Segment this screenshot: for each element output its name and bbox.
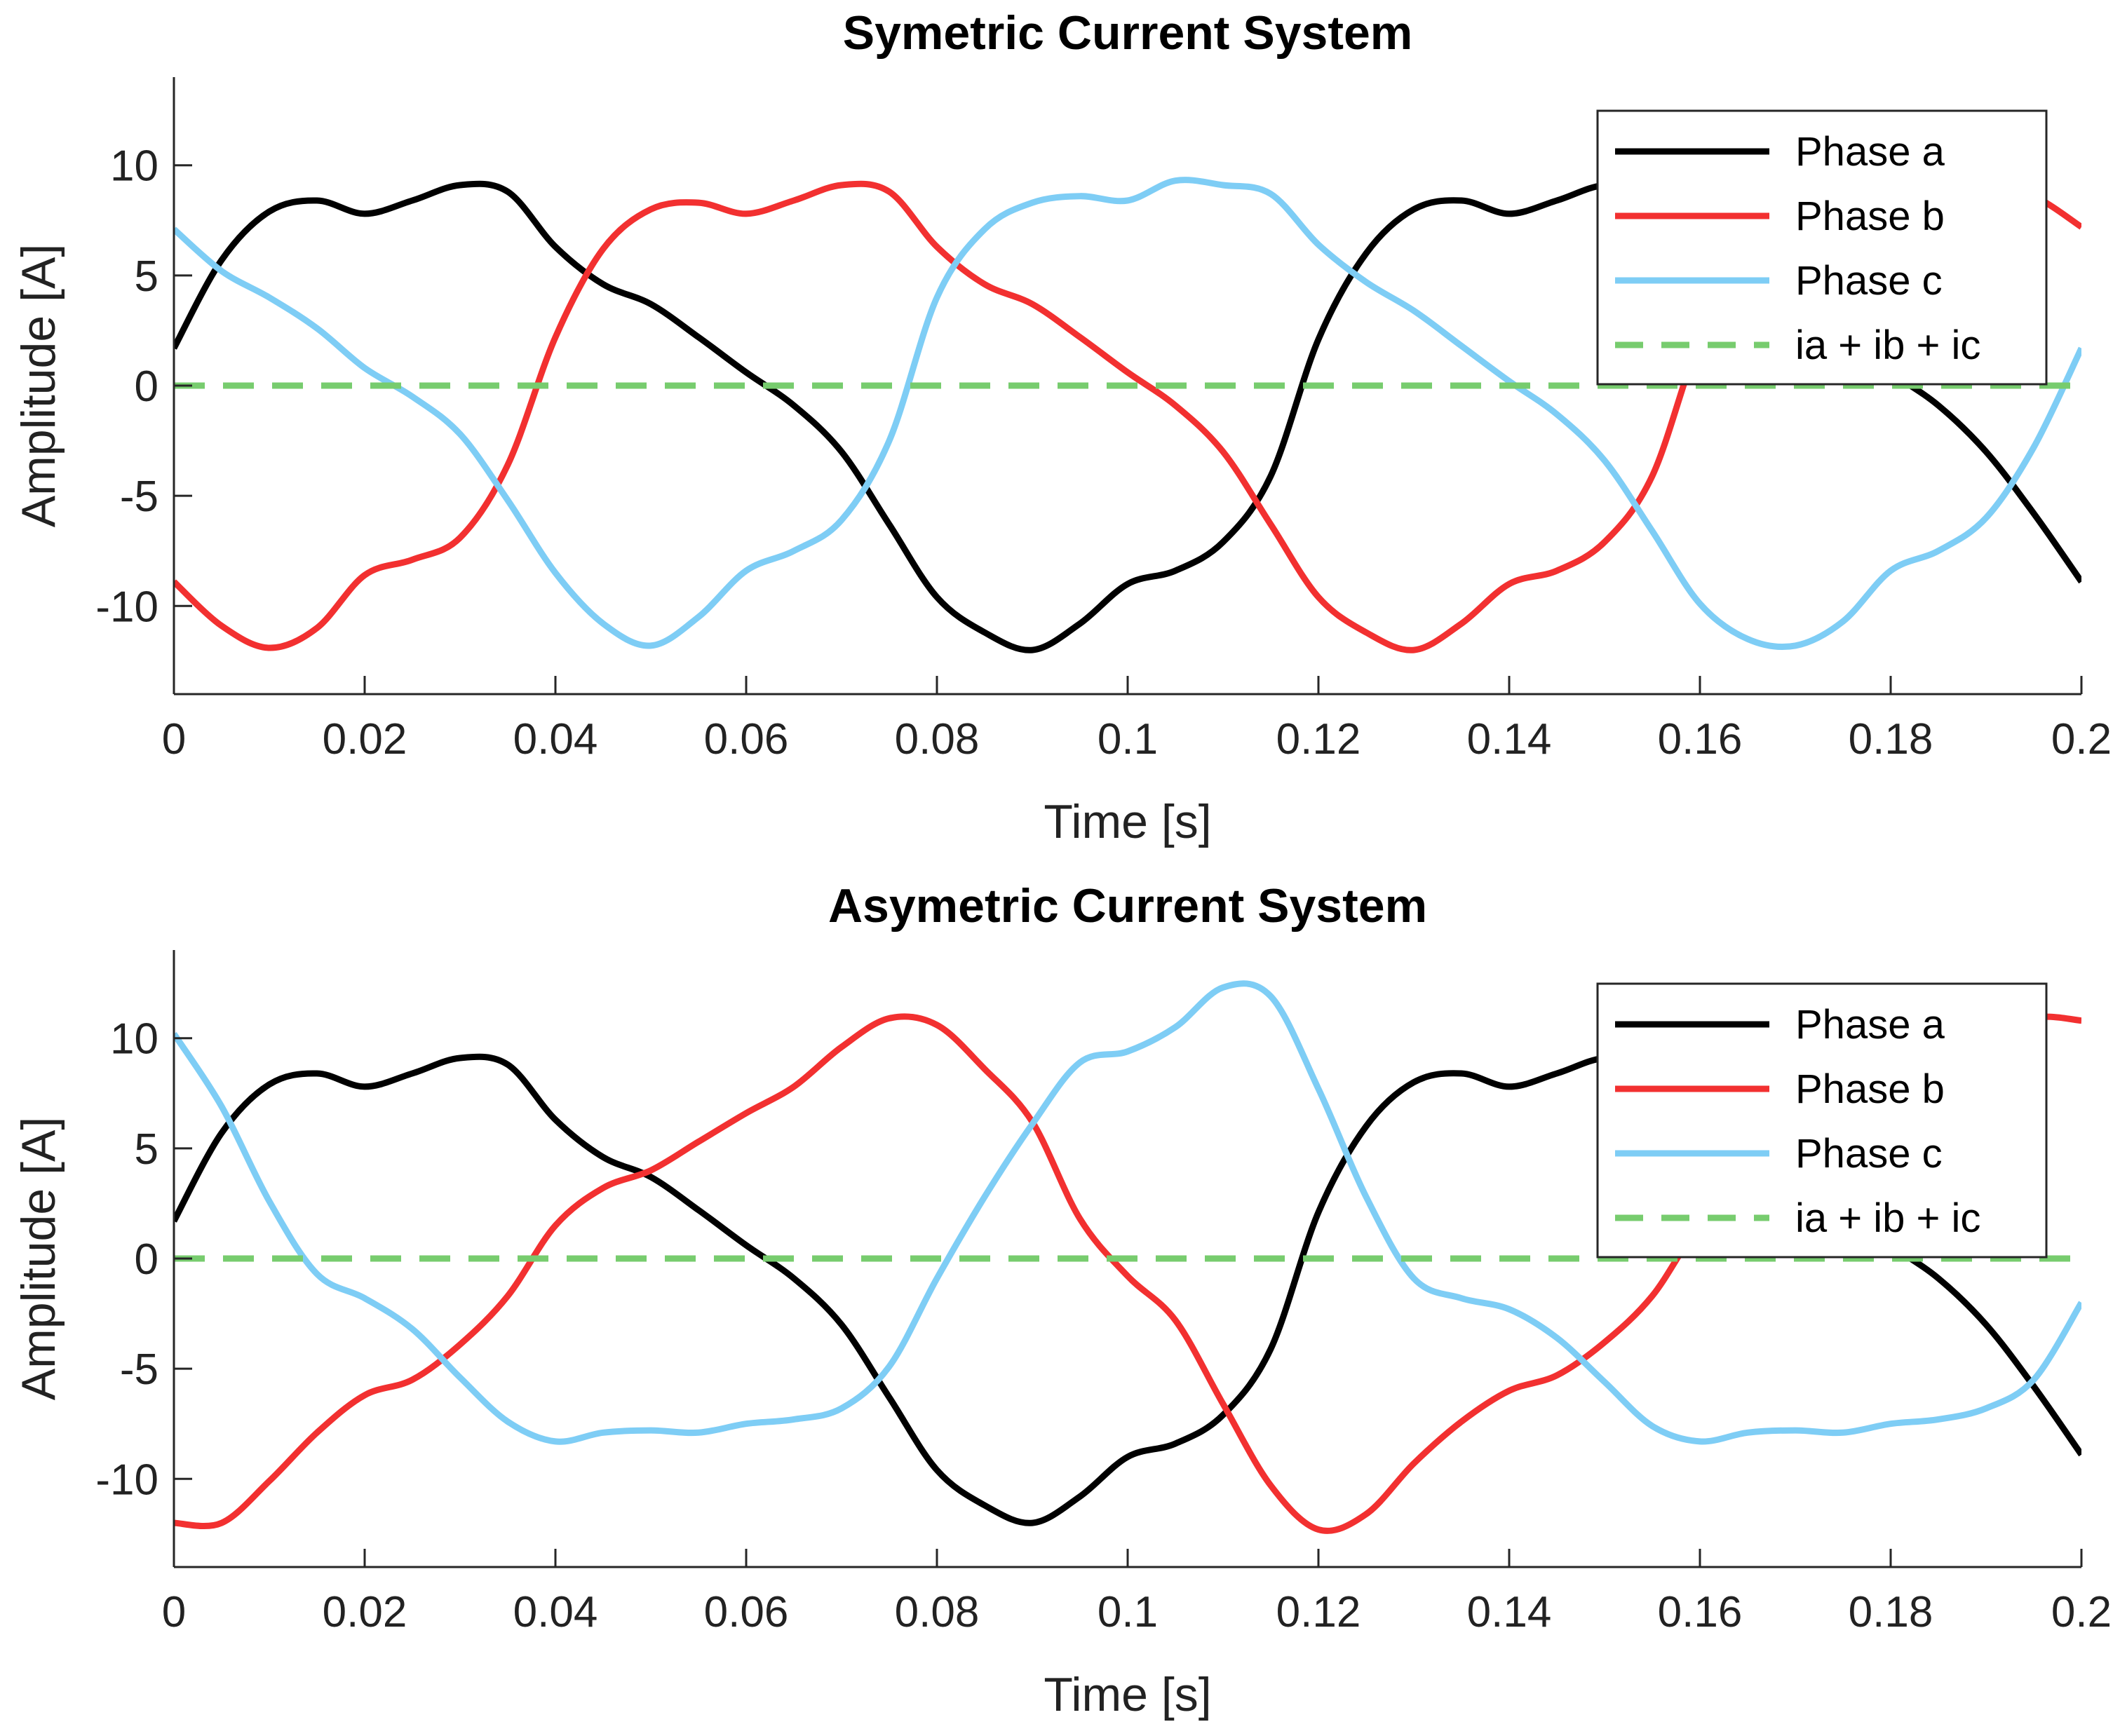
sym-x-tick-label: 0.04 xyxy=(513,715,598,764)
asym-legend-label-ia-ib-ic: ia + ib + ic xyxy=(1795,1195,1980,1241)
asymmetric-chart-panel: Asymetric Current System 0 0.02 0.04 0.06 0.0… xyxy=(12,879,2112,1721)
asym-y-tick-label: -5 xyxy=(120,1345,158,1394)
sym-x-tick-label: 0.1 xyxy=(1098,715,1158,764)
asym-y-tick-label: 5 xyxy=(135,1125,158,1174)
asym-legend-label-phase-c: Phase c xyxy=(1795,1131,1943,1176)
sym-x-axis-label: Time [s] xyxy=(1044,795,1211,848)
sym-x-tick-label: 0.18 xyxy=(1849,715,1933,764)
asym-x-tick-label: 0.12 xyxy=(1276,1588,1361,1636)
asym-x-tick-label: 0.02 xyxy=(323,1588,407,1636)
sym-y-tick-label: 0 xyxy=(135,362,158,411)
sym-legend-label-phase-b: Phase b xyxy=(1795,194,1945,239)
asym-x-tick-label: 0.1 xyxy=(1098,1588,1158,1636)
asym-legend-label-phase-a: Phase a xyxy=(1795,1002,1945,1047)
sym-legend-box xyxy=(1596,109,2048,386)
sym-series-phase-c xyxy=(174,177,2081,651)
asym-x-tick-label: 0.18 xyxy=(1849,1588,1933,1636)
asym-y-axis-label: Amplitude [A] xyxy=(12,1117,65,1400)
sym-legend-label-phase-a: Phase a xyxy=(1795,129,1945,175)
asym-x-axis-label: Time [s] xyxy=(1044,1668,1211,1721)
sym-x-tick-label: 0.06 xyxy=(704,715,789,764)
asym-y-tick-label: 0 xyxy=(135,1235,158,1284)
asym-y-tick-label: 10 xyxy=(110,1015,158,1064)
asym-legend: Phase a Phase b Phase c ia + ib + ic xyxy=(1596,982,2048,1259)
asym-series-phase-c xyxy=(174,980,2081,1445)
sym-x-tick-label: 0.12 xyxy=(1276,715,1361,764)
sym-y-axis-label: Amplitude [A] xyxy=(12,244,65,527)
asym-x-tick-label: 0.14 xyxy=(1467,1588,1552,1636)
sym-chart-title: Symetric Current System xyxy=(843,6,1413,60)
asym-chart-title: Asymetric Current System xyxy=(828,879,1427,933)
sym-x-tick-label: 0.14 xyxy=(1467,715,1552,764)
asym-x-tick-label: 0.06 xyxy=(704,1588,789,1636)
sym-x-tick-label: 0.16 xyxy=(1658,715,1743,764)
sym-legend: Phase a Phase b Phase c ia + ib + ic xyxy=(1596,109,2048,386)
asym-x-tick-label: 0.2 xyxy=(2051,1588,2112,1636)
sym-x-tick-label: 0 xyxy=(162,715,186,764)
sym-legend-label-ia-ib-ic: ia + ib + ic xyxy=(1795,323,1980,368)
asym-x-tick-label: 0.08 xyxy=(895,1588,980,1636)
asym-x-tick-label: 0 xyxy=(162,1588,186,1636)
symmetric-chart-panel: Symetric Current System 0 0.02 0.04 0.06 0.08… xyxy=(12,6,2112,848)
sym-x-tick-label: 0.08 xyxy=(895,715,980,764)
sym-legend-label-phase-c: Phase c xyxy=(1795,258,1943,304)
sym-y-tick-label: 10 xyxy=(110,142,158,191)
sym-y-tick-label: 5 xyxy=(135,252,158,301)
asym-y-tick-label: -10 xyxy=(95,1456,158,1504)
asym-x-tick-label: 0.16 xyxy=(1658,1588,1743,1636)
asym-legend-label-phase-b: Phase b xyxy=(1795,1066,1945,1112)
sym-x-tick-label: 0.02 xyxy=(323,715,407,764)
asym-legend-box xyxy=(1596,982,2048,1259)
sym-y-tick-label: -5 xyxy=(120,473,158,521)
sym-x-tick-label: 0.2 xyxy=(2051,715,2112,764)
asym-x-tick-label: 0.04 xyxy=(513,1588,598,1636)
sym-y-tick-label: -10 xyxy=(95,583,158,631)
